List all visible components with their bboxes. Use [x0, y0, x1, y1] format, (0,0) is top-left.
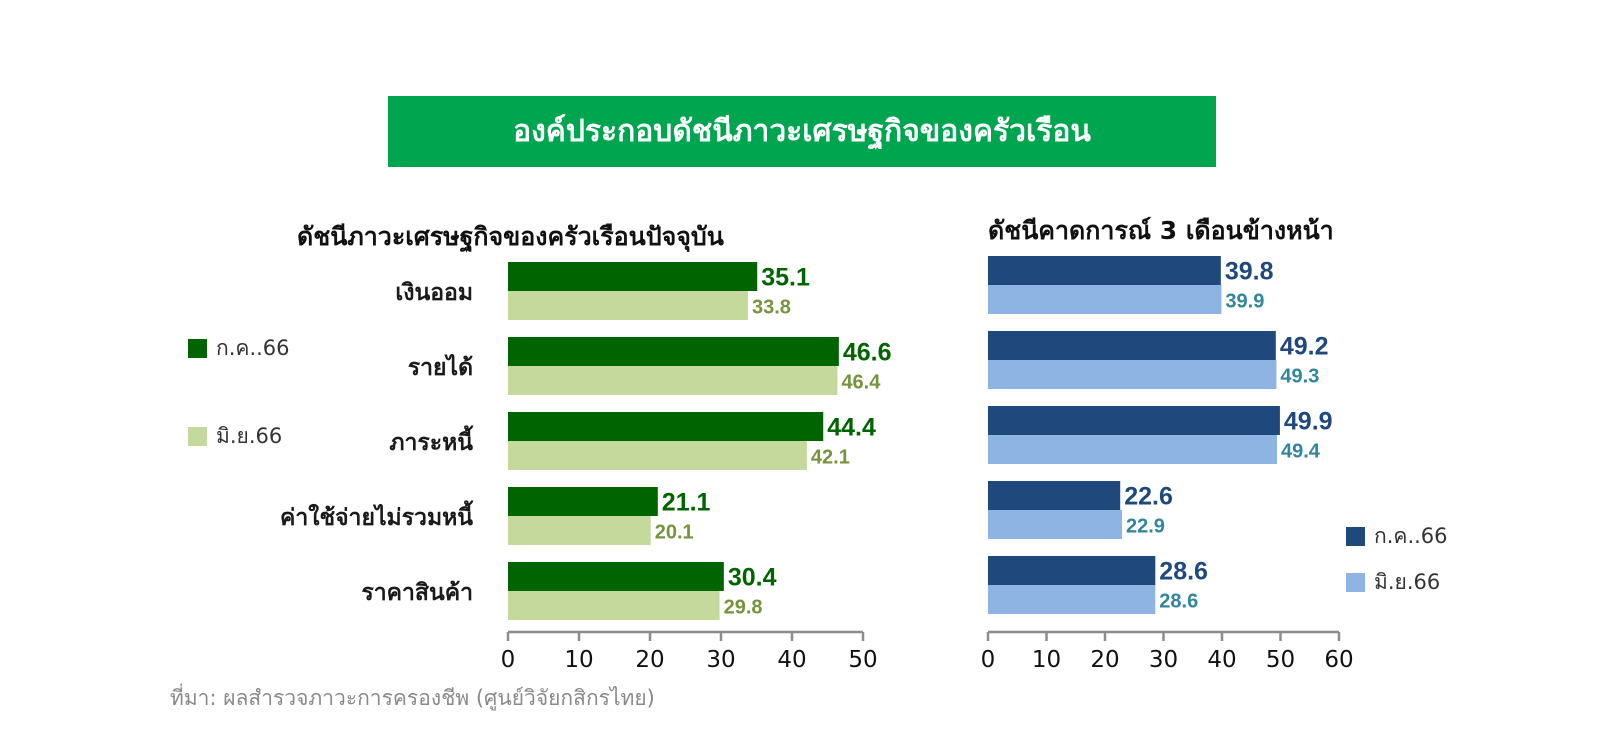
legend-right-series1-label: ก.ค..66 [1374, 524, 1448, 548]
right-value-label: 22.6 [1124, 483, 1173, 511]
right-bar-series1 [988, 406, 1280, 435]
category-label: เงินออม [395, 280, 473, 306]
right-tick-label: 40 [1207, 647, 1236, 673]
legend-right-series2-swatch [1346, 573, 1365, 592]
legend-left-series1-label: ก.ค..66 [216, 336, 290, 360]
right-value-label: 49.2 [1280, 333, 1329, 361]
left-bar-series1 [508, 562, 724, 591]
category-label: ภาระหนี้ [389, 425, 474, 456]
right-tick-label: 10 [1032, 647, 1061, 673]
legend-left-series2-label: มิ.ย.66 [216, 424, 283, 448]
right-value-label: 22.9 [1126, 516, 1165, 538]
left-value-label: 42.1 [811, 447, 850, 469]
left-bar-series1 [508, 337, 839, 366]
right-bar-series2 [988, 510, 1122, 539]
left-value-label: 33.8 [752, 297, 791, 319]
left-bar-series2 [508, 366, 838, 395]
left-value-label: 20.1 [655, 522, 694, 544]
left-bar-series2 [508, 441, 807, 470]
right-bar-series1 [988, 556, 1156, 585]
right-value-label: 49.3 [1280, 366, 1319, 388]
legend-left-series2-swatch [188, 427, 207, 446]
right-value-label: 39.8 [1225, 258, 1274, 286]
right-bar-series2 [988, 435, 1277, 464]
left-bar-series2 [508, 516, 651, 545]
right-tick-label: 20 [1090, 647, 1119, 673]
left-bar-chart: เงินออม 35.1 33.8 รายได้ 46.6 46.4 ภาระหนี้ 44.… [280, 262, 892, 673]
left-value-label: 46.6 [843, 339, 892, 367]
right-bar-series2 [988, 285, 1222, 314]
right-bar-series2 [988, 585, 1156, 614]
legend-right-series1: ก.ค..66 [1346, 520, 1448, 553]
right-bar-series1 [988, 481, 1121, 510]
left-bar-series2 [508, 291, 748, 320]
left-value-label: 35.1 [761, 264, 810, 292]
legend-left-series1-swatch [188, 339, 207, 358]
legend-right-series2: มิ.ย.66 [1346, 566, 1440, 599]
left-value-label: 44.4 [827, 414, 876, 442]
left-value-label: 30.4 [728, 564, 777, 592]
left-tick-label: 50 [848, 647, 877, 673]
right-tick-label: 50 [1266, 647, 1295, 673]
left-bar-series1 [508, 262, 758, 291]
left-bar-series2 [508, 591, 720, 620]
right-bar-series1 [988, 256, 1221, 285]
left-bar-series1 [508, 412, 824, 441]
left-value-label: 21.1 [662, 489, 711, 517]
left-bar-series1 [508, 487, 658, 516]
left-chart-title: ดัชนีภาวะเศรษฐกิจของครัวเรือนปัจจุบัน [297, 222, 724, 251]
category-label: ค่าใช้จ่ายไม่รวมหนี้ [280, 500, 474, 531]
right-chart-title: ดัชนีคาดการณ์ 3 เดือนข้างหน้า [988, 216, 1334, 245]
right-bar-series1 [988, 331, 1276, 360]
legend-right-series1-swatch [1346, 527, 1365, 546]
right-bar-chart: 39.8 39.9 49.2 49.3 49.9 49.4 22.6 22.9 28.6 28.6… [981, 256, 1354, 673]
legend-left-series1: ก.ค..66 [188, 332, 290, 365]
left-tick-label: 40 [777, 647, 806, 673]
source-note: ที่มา: ผลสำรวจภาวะการครองชีพ (ศูนย์วิจัย… [170, 686, 655, 710]
left-tick-label: 30 [706, 647, 735, 673]
category-label: ราคาสินค้า [361, 580, 473, 606]
right-value-label: 28.6 [1159, 591, 1198, 613]
left-value-label: 29.8 [724, 597, 763, 619]
left-tick-label: 0 [501, 647, 516, 673]
right-bar-series2 [988, 360, 1277, 389]
banner-title: องค์ประกอบดัชนีภาวะเศรษฐกิจของครัวเรือน [388, 96, 1216, 167]
right-value-label: 49.4 [1281, 441, 1321, 463]
left-tick-label: 20 [635, 647, 664, 673]
right-tick-label: 60 [1324, 647, 1353, 673]
right-tick-label: 0 [981, 647, 996, 673]
right-value-label: 28.6 [1159, 558, 1208, 586]
category-label: รายได้ [408, 353, 473, 381]
legend-right-series2-label: มิ.ย.66 [1374, 570, 1441, 594]
left-tick-label: 10 [564, 647, 593, 673]
right-value-label: 49.9 [1284, 408, 1333, 436]
legend-left-series2: มิ.ย.66 [188, 420, 282, 453]
right-tick-label: 30 [1149, 647, 1178, 673]
left-value-label: 46.4 [841, 372, 881, 394]
right-value-label: 39.9 [1225, 291, 1264, 313]
